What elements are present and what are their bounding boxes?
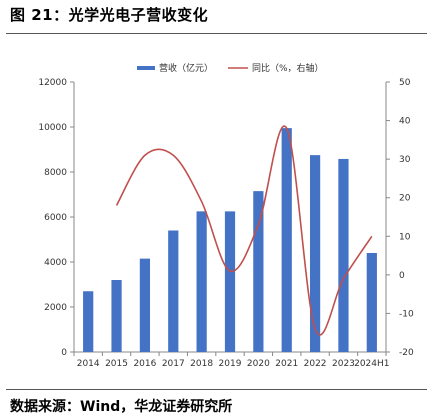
x-tick-label: 2022 [304, 359, 327, 369]
left-tick-label: 0 [61, 348, 67, 358]
x-tick-label: 2015 [105, 359, 128, 369]
bar [310, 155, 320, 352]
line-series [117, 126, 372, 335]
right-tick-label: 0 [399, 271, 405, 281]
bar [225, 211, 235, 352]
bar [111, 280, 121, 352]
x-tick-label: 2023 [332, 359, 355, 369]
left-tick-label: 2000 [44, 303, 67, 313]
bar [83, 291, 93, 352]
right-tick-label: -10 [399, 309, 414, 319]
x-tick-label: 2020 [247, 359, 270, 369]
bar [168, 231, 178, 353]
left-y-axis: 0 2000 4000 6000 8000 10000 12000 [38, 78, 74, 358]
x-axis: 2014 2015 2016 2017 2018 2019 2020 2021 2022 2023… [74, 352, 390, 369]
right-tick-label: 40 [399, 117, 411, 127]
left-tick-label: 10000 [38, 123, 67, 133]
right-tick-label: 30 [399, 155, 411, 165]
bar-series [83, 128, 377, 352]
right-tick-label: 20 [399, 194, 411, 204]
right-tick-label: 10 [399, 232, 411, 242]
left-tick-label: 12000 [38, 78, 67, 88]
bar [367, 253, 377, 352]
left-tick-label: 4000 [44, 258, 67, 268]
right-tick-label: 50 [399, 78, 411, 88]
legend-bar-label: 营收（亿元） [159, 62, 213, 74]
x-tick-label: 2014 [77, 359, 100, 369]
legend-bar-swatch [137, 66, 155, 70]
x-tick-label: 2017 [162, 359, 185, 369]
x-tick-label: 2019 [219, 359, 242, 369]
bar [338, 159, 348, 352]
bar [282, 128, 292, 352]
x-tick-label: 2018 [190, 359, 213, 369]
x-tick-label: 2021 [275, 359, 298, 369]
yoy-line [117, 126, 372, 335]
chart-legend: 营收（亿元） 同比（%，右轴） [137, 62, 324, 74]
bottom-divider [6, 389, 427, 390]
bar [197, 211, 207, 352]
left-tick-label: 6000 [44, 213, 67, 223]
right-y-axis: -20 -10 0 10 20 30 40 50 [386, 78, 414, 358]
source-note: 数据来源：Wind，华龙证券研究所 [10, 396, 232, 416]
left-tick-label: 8000 [44, 168, 67, 178]
right-tick-label: -20 [399, 348, 414, 358]
bar [140, 259, 150, 352]
x-tick-label: 2016 [133, 359, 156, 369]
legend-line-label: 同比（%，右轴） [252, 62, 324, 74]
x-tick-label: 2024H1 [354, 359, 389, 369]
